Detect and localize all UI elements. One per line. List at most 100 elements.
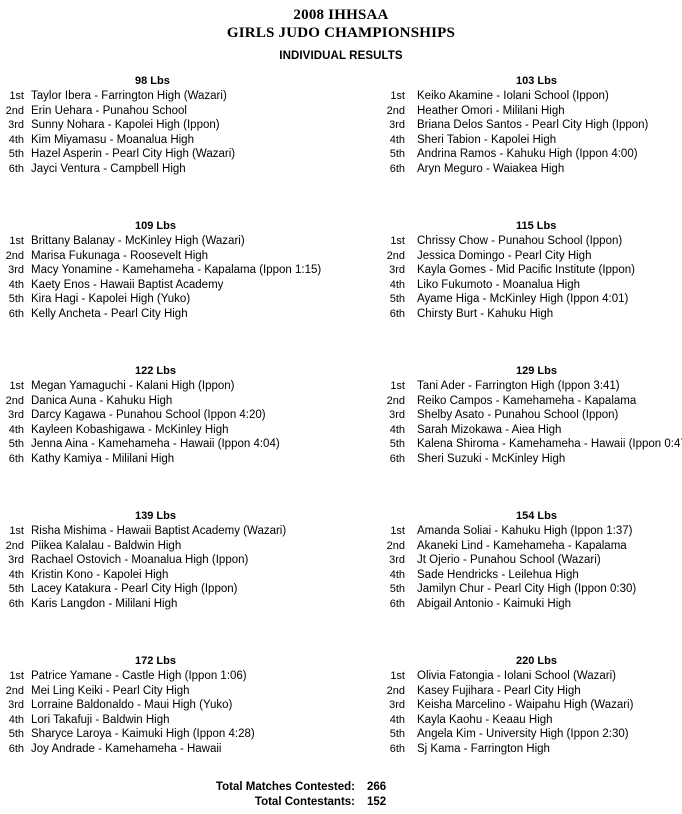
- placing-row: 6th Karis Langdon - Mililani High: [0, 597, 341, 612]
- placing-rank: 3rd: [389, 409, 405, 421]
- placing-row: 5th Andrina Ramos - Kahuku High (Ippon 4:…: [341, 147, 682, 162]
- placing-entry: Shelby Asato - Punahou School (Ippon): [417, 409, 619, 421]
- placing-row: 2nd Reiko Campos - Kamehameha - Kapalama: [341, 394, 682, 409]
- weight-class-header: 115 Lbs: [516, 220, 557, 232]
- placing-entry: Kayla Gomes - Mid Pacific Institute (Ipp…: [417, 264, 635, 276]
- placing-entry: Patrice Yamane - Castle High (Ippon 1:06…: [31, 670, 247, 682]
- placing-list: 1st Amanda Soliai - Kahuku High (Ippon 1:…: [341, 524, 682, 611]
- placing-row: 3rd Shelby Asato - Punahou School (Ippon): [341, 408, 682, 423]
- total-label: Total Matches Contested:: [215, 781, 355, 793]
- placing-rank: 4th: [389, 278, 405, 291]
- placing-rank: 6th: [389, 162, 405, 175]
- placing-entry: Jenna Aina - Kamehameha - Hawaii (Ippon …: [31, 438, 280, 450]
- placing-row: 2nd Piikea Kalalau - Baldwin High: [0, 539, 341, 554]
- placing-rank: 5th: [8, 728, 24, 740]
- placing-entry: Macy Yonamine - Kamehameha - Kapalama (I…: [31, 264, 322, 276]
- placing-rank: 2nd: [386, 249, 405, 262]
- placing-row: 4th Kim Miyamasu - Moanalua High: [0, 133, 341, 148]
- placing-entry: Kayleen Kobashigawa - McKinley High: [31, 423, 229, 436]
- placing-rank: 5th: [8, 293, 24, 305]
- placing-entry: Amanda Soliai - Kahuku High (Ippon 1:37): [417, 525, 633, 537]
- document-subtitle: INDIVIDUAL RESULTS: [279, 50, 403, 62]
- placing-entry: Angela Kim - University High (Ippon 2:30…: [417, 728, 629, 740]
- placing-row: 5th Sharyce Laroya - Kaimuki High (Ippon …: [0, 727, 341, 742]
- placing-row: 3rd Briana Delos Santos - Pearl City High…: [341, 118, 682, 133]
- placing-row: 1st Patrice Yamane - Castle High (Ippon 1…: [0, 669, 341, 684]
- placing-row: 4th Kaety Enos - Hawaii Baptist Academy: [0, 278, 341, 293]
- placing-entry: Risha Mishima - Hawaii Baptist Academy (…: [31, 525, 287, 537]
- placing-rank: 4th: [8, 568, 24, 581]
- placing-rank: 1st: [390, 90, 405, 102]
- placing-rank: 6th: [389, 742, 405, 755]
- placing-entry: Kasey Fujihara - Pearl City High: [417, 684, 581, 697]
- placing-row: 3rd Jt Ojerio - Punahou School (Wazari): [341, 553, 682, 568]
- division-row: 172 Lbs 1st Patrice Yamane - Castle High (…: [0, 654, 682, 756]
- placing-entry: Sharyce Laroya - Kaimuki High (Ippon 4:2…: [31, 728, 255, 740]
- placing-entry: Sade Hendricks - Leilehua High: [417, 568, 579, 581]
- placing-row: 5th Hazel Asperin - Pearl City High (Waza…: [0, 147, 341, 162]
- placing-rank: 5th: [389, 583, 405, 595]
- division-section: 172 Lbs 1st Patrice Yamane - Castle High (…: [0, 654, 341, 756]
- division-section: 98 Lbs 1st Taylor Ibera - Farrington High …: [0, 74, 341, 219]
- placing-entry: Sunny Nohara - Kapolei High (Ippon): [31, 119, 220, 131]
- placing-entry: Chirsty Burt - Kahuku High: [417, 307, 554, 320]
- weight-class-header: 103 Lbs: [516, 75, 557, 87]
- placing-rank: 3rd: [8, 699, 24, 711]
- placing-entry: Darcy Kagawa - Punahou School (Ippon 4:2…: [31, 409, 266, 421]
- placing-rank: 6th: [8, 162, 24, 175]
- placing-row: 4th Sade Hendricks - Leilehua High: [341, 568, 682, 583]
- placing-rank: 4th: [8, 713, 24, 726]
- placing-entry: Marisa Fukunaga - Roosevelt High: [31, 249, 209, 262]
- placing-row: 2nd Danica Auna - Kahuku High: [0, 394, 341, 409]
- placing-row: 2nd Akaneki Lind - Kamehameha - Kapalama: [341, 539, 682, 554]
- placing-row: 2nd Marisa Fukunaga - Roosevelt High: [0, 249, 341, 264]
- placing-entry: Megan Yamaguchi - Kalani High (Ippon): [31, 380, 235, 392]
- placing-row: 4th Kayla Kaohu - Keaau High: [341, 713, 682, 728]
- placing-entry: Akaneki Lind - Kamehameha - Kapalama: [417, 539, 627, 552]
- placing-rank: 2nd: [5, 104, 24, 117]
- placing-entry: Rachael Ostovich - Moanalua High (Ippon): [31, 554, 249, 566]
- placing-rank: 2nd: [5, 394, 24, 407]
- placing-entry: Sheri Suzuki - McKinley High: [417, 452, 566, 465]
- placing-rank: 4th: [8, 278, 24, 291]
- placing-row: 1st Keiko Akamine - Iolani School (Ippon): [341, 89, 682, 104]
- placing-entry: Sarah Mizokawa - Aiea High: [417, 423, 562, 436]
- placing-rank: 5th: [8, 148, 24, 160]
- document-title-line-1: 2008 IHHSAA: [293, 7, 389, 23]
- placing-entry: Heather Omori - Mililani High: [417, 104, 565, 117]
- division-row: 98 Lbs 1st Taylor Ibera - Farrington High …: [0, 74, 682, 219]
- placing-row: 6th Sheri Suzuki - McKinley High: [341, 452, 682, 467]
- placing-row: 3rd Darcy Kagawa - Punahou School (Ippon …: [0, 408, 341, 423]
- placing-rank: 4th: [8, 133, 24, 146]
- placing-entry: Karis Langdon - Mililani High: [31, 597, 178, 610]
- division-section: 109 Lbs 1st Brittany Balanay - McKinley Hi…: [0, 219, 341, 364]
- placing-rank: 1st: [9, 525, 24, 537]
- placing-rank: 4th: [389, 568, 405, 581]
- placing-entry: Kathy Kamiya - Mililani High: [31, 452, 175, 465]
- placing-list: 1st Patrice Yamane - Castle High (Ippon 1…: [0, 669, 341, 756]
- weight-class-header: 122 Lbs: [135, 365, 176, 377]
- placing-entry: Sheri Tabion - Kapolei High: [417, 133, 557, 146]
- placing-row: 4th Sheri Tabion - Kapolei High: [341, 133, 682, 148]
- placing-rank: 5th: [389, 728, 405, 740]
- placing-rank: 4th: [389, 133, 405, 146]
- placing-entry: Danica Auna - Kahuku High: [31, 394, 173, 407]
- placing-rank: 3rd: [8, 264, 24, 276]
- total-value: 152: [367, 796, 387, 808]
- division-section: 139 Lbs 1st Risha Mishima - Hawaii Baptist…: [0, 509, 341, 654]
- division-row: 139 Lbs 1st Risha Mishima - Hawaii Baptist…: [0, 509, 682, 654]
- placing-row: 6th Aryn Meguro - Waiakea High: [341, 162, 682, 177]
- placing-rank: 2nd: [386, 104, 405, 117]
- weight-class-header: 172 Lbs: [135, 655, 176, 667]
- placing-entry: Taylor Ibera - Farrington High (Wazari): [31, 90, 227, 102]
- placing-entry: Chrissy Chow - Punahou School (Ippon): [417, 235, 623, 247]
- placing-entry: Kalena Shiroma - Kamehameha - Hawaii (Ip…: [417, 438, 682, 450]
- placing-entry: Ayame Higa - McKinley High (Ippon 4:01): [417, 293, 629, 305]
- placing-row: 6th Sj Kama - Farrington High: [341, 742, 682, 757]
- placing-entry: Mei Ling Keiki - Pearl City High: [31, 684, 190, 697]
- placing-rank: 1st: [390, 380, 405, 392]
- placing-row: 5th Jenna Aina - Kamehameha - Hawaii (Ipp…: [0, 437, 341, 452]
- total-row: Total Matches Contested: 266: [0, 780, 682, 795]
- division-row: 109 Lbs 1st Brittany Balanay - McKinley Hi…: [0, 219, 682, 364]
- placing-rank: 6th: [8, 452, 24, 465]
